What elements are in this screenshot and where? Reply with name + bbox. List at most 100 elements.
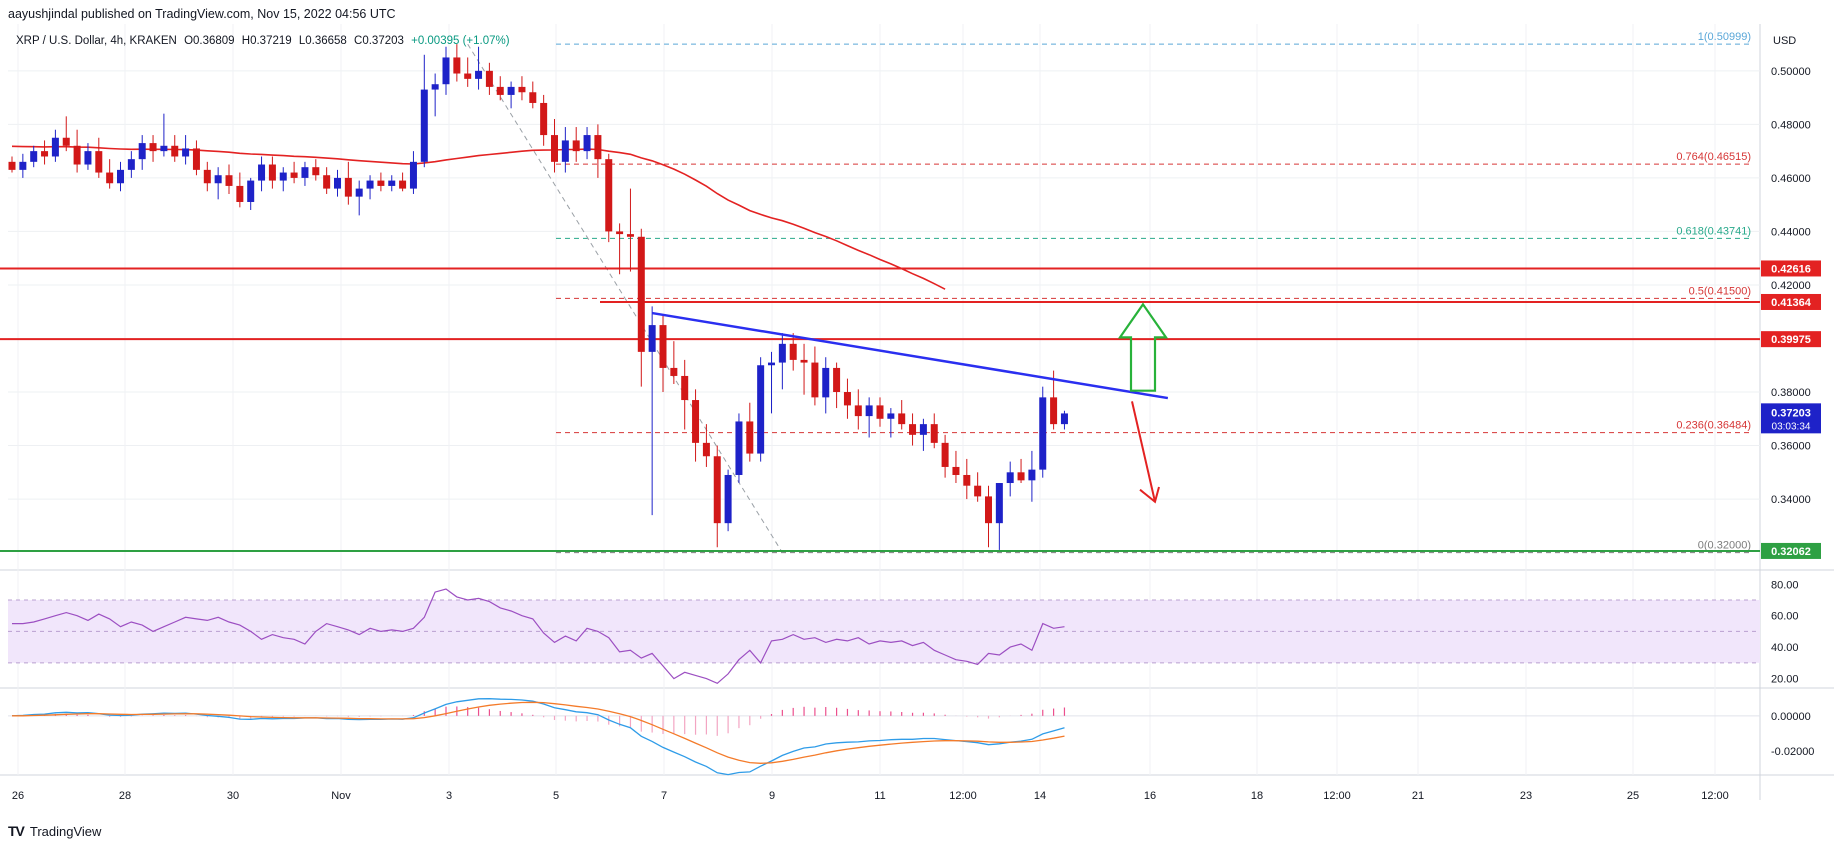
countdown-label: 03:03:34 bbox=[1772, 421, 1811, 432]
candle-body bbox=[1050, 397, 1058, 425]
candle-body bbox=[399, 180, 407, 189]
candle-body bbox=[789, 343, 797, 360]
macd-tick-label: -0.02000 bbox=[1771, 746, 1814, 758]
ohlc-open: O0.36809 bbox=[184, 35, 235, 47]
ohlc-close: C0.37203 bbox=[354, 35, 404, 47]
candle-body bbox=[757, 365, 765, 454]
candle-body bbox=[616, 231, 624, 235]
candle-body bbox=[485, 70, 493, 87]
candle-body bbox=[626, 234, 634, 237]
last-price-badge bbox=[1761, 403, 1821, 434]
candle-body bbox=[551, 135, 558, 162]
candle-body bbox=[724, 474, 732, 524]
candle-body bbox=[323, 175, 331, 189]
candle-body bbox=[822, 367, 830, 398]
y-tick-label: 0.42000 bbox=[1771, 280, 1811, 292]
fib-level-label: 0.236(0.36484) bbox=[1676, 420, 1751, 432]
candle-body bbox=[540, 102, 548, 136]
x-tick-label: 21 bbox=[1412, 790, 1424, 802]
symbol-legend[interactable]: XRP / U.S. Dollar, 4h, KRAKEN O0.36809 H… bbox=[16, 35, 514, 47]
x-tick-label: 9 bbox=[769, 790, 775, 802]
candle-body bbox=[507, 86, 515, 95]
candle-body bbox=[431, 84, 439, 90]
candle-body bbox=[464, 73, 472, 79]
x-tick-label: 7 bbox=[661, 790, 667, 802]
tradingview-logo-icon: TV bbox=[8, 823, 25, 839]
chart-drawings[interactable] bbox=[651, 302, 1169, 504]
bullish-arrow-icon bbox=[1117, 302, 1169, 392]
publisher-line: aayushjindal published on TradingView.co… bbox=[8, 7, 396, 21]
candle-body bbox=[171, 145, 179, 157]
candle-body bbox=[995, 483, 1003, 524]
rsi-tick-label: 40.00 bbox=[1771, 642, 1799, 654]
candle-body bbox=[301, 167, 309, 178]
currency-label: USD bbox=[1773, 35, 1796, 47]
ohlc-low: L0.36658 bbox=[298, 35, 347, 47]
candle-body bbox=[1006, 472, 1014, 484]
macd-pane bbox=[8, 698, 1760, 776]
candle-body bbox=[160, 145, 168, 152]
price-level-label: 0.39975 bbox=[1771, 334, 1811, 346]
horizontal-levels[interactable] bbox=[0, 267, 1760, 552]
candle-body bbox=[1028, 469, 1036, 481]
bearish-arrowhead-icon bbox=[1139, 486, 1160, 504]
candle-body bbox=[236, 185, 244, 202]
candle-body bbox=[952, 466, 960, 475]
macd-tick-label: 0.00000 bbox=[1771, 711, 1811, 723]
price-level-label: 0.32062 bbox=[1771, 546, 1811, 558]
candle-body bbox=[659, 325, 667, 368]
candle-body bbox=[62, 137, 70, 146]
candle-body bbox=[713, 456, 721, 524]
x-tick-label: 25 bbox=[1627, 790, 1639, 802]
candle-body bbox=[214, 175, 222, 184]
fib-level-label: 0.618(0.43741) bbox=[1676, 225, 1751, 237]
x-tick-label: 16 bbox=[1144, 790, 1156, 802]
candle-body bbox=[106, 172, 114, 184]
x-tick-label: 28 bbox=[119, 790, 131, 802]
x-tick-label: Nov bbox=[331, 790, 351, 802]
candle-body bbox=[312, 167, 320, 176]
candle-body bbox=[203, 169, 211, 184]
rsi-line bbox=[12, 588, 1065, 685]
candle-body bbox=[355, 188, 363, 197]
candle-body bbox=[963, 474, 971, 486]
x-tick-label: 11 bbox=[874, 790, 885, 802]
price-level-badge bbox=[1761, 293, 1821, 310]
candle-body bbox=[41, 151, 49, 157]
signal-line bbox=[12, 701, 1065, 764]
candle-body bbox=[420, 89, 428, 162]
brand-name: TradingView bbox=[29, 823, 102, 839]
y-tick-label: 0.46000 bbox=[1771, 173, 1811, 185]
candle-body bbox=[453, 57, 461, 74]
candle-body bbox=[637, 236, 645, 352]
candle-body bbox=[670, 367, 678, 376]
candle-body bbox=[811, 362, 819, 398]
candle-body bbox=[681, 375, 689, 401]
candle-body bbox=[1017, 472, 1025, 481]
y-tick-label: 0.36000 bbox=[1771, 441, 1811, 453]
bearish-arrow-icon bbox=[1131, 401, 1156, 502]
candle-body bbox=[692, 400, 700, 443]
x-tick-label: 5 bbox=[553, 790, 559, 802]
candle-body bbox=[876, 405, 884, 419]
candle-body bbox=[529, 92, 537, 103]
candle-body bbox=[51, 137, 59, 157]
symbol-name[interactable]: XRP / U.S. Dollar, 4h, KRAKEN bbox=[16, 35, 177, 47]
candle-body bbox=[377, 180, 385, 186]
candle-body bbox=[919, 424, 927, 435]
candle-body bbox=[95, 151, 103, 173]
x-tick-label: 3 bbox=[446, 790, 452, 802]
y-tick-label: 0.48000 bbox=[1771, 119, 1811, 131]
fibonacci-retracement[interactable]: 1(0.50999) 0.764(0.46515) 0.618(0.43741) 0.… bbox=[467, 31, 1752, 554]
candle-body bbox=[290, 172, 298, 178]
x-tick-label: 12:00 bbox=[1701, 790, 1729, 802]
candle-body bbox=[930, 424, 938, 443]
price-axis: USD 0.50000 0.48000 0.46000 0.44000 0.42000 0.… bbox=[1761, 35, 1821, 758]
tradingview-footer[interactable]: TV TradingView bbox=[8, 823, 101, 839]
candle-body bbox=[475, 70, 483, 79]
candle-body bbox=[1060, 413, 1068, 425]
candle-body bbox=[768, 362, 775, 366]
candle-body bbox=[865, 405, 873, 417]
